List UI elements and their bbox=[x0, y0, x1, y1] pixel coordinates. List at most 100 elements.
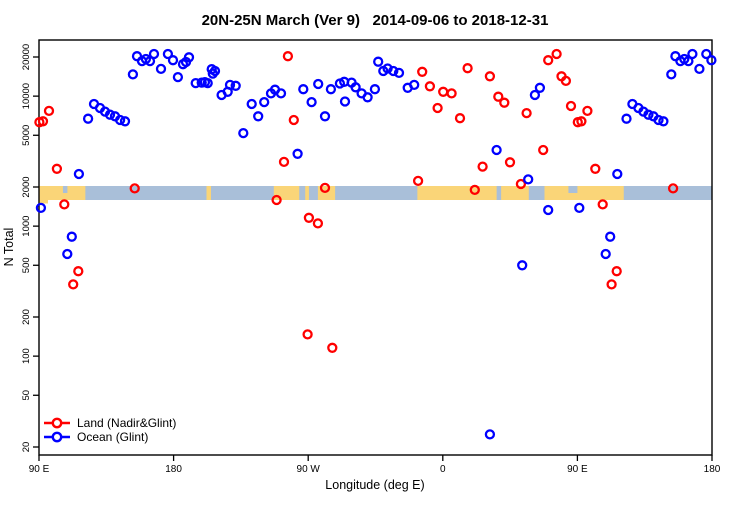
data-point-land bbox=[484, 71, 496, 82]
legend-ocean-marker bbox=[51, 431, 63, 443]
band-land-taper bbox=[39, 200, 48, 204]
data-point-land bbox=[319, 182, 331, 194]
data-point-ocean bbox=[119, 116, 131, 127]
data-point-ocean bbox=[246, 98, 257, 110]
data-point-ocean bbox=[202, 77, 213, 89]
data-point-ocean bbox=[694, 63, 705, 75]
data-point-ocean bbox=[388, 65, 399, 77]
data-point-land bbox=[424, 81, 436, 92]
data-point-ocean bbox=[369, 84, 381, 95]
data-point-land bbox=[278, 156, 290, 168]
data-point-land bbox=[611, 266, 622, 277]
data-point-land bbox=[288, 114, 299, 126]
data-point-land bbox=[59, 199, 70, 210]
legend-land-label: Land (Nadir&Glint) bbox=[77, 416, 176, 430]
data-point-land bbox=[582, 105, 593, 117]
data-point-land bbox=[446, 88, 457, 99]
data-point-ocean bbox=[162, 48, 174, 60]
data-point-ocean bbox=[350, 82, 361, 93]
data-point-ocean bbox=[373, 56, 384, 67]
data-point-ocean bbox=[339, 96, 351, 107]
data-point-ocean bbox=[605, 231, 616, 242]
data-point-ocean bbox=[687, 48, 698, 60]
data-point-ocean bbox=[35, 202, 47, 214]
x-tick-label: 90 W bbox=[297, 464, 321, 475]
data-point-land bbox=[312, 218, 324, 229]
band-land-segment bbox=[39, 186, 86, 200]
data-point-ocean bbox=[666, 69, 677, 80]
data-point-land bbox=[667, 183, 679, 194]
data-point-land bbox=[43, 105, 55, 117]
data-point-land bbox=[499, 97, 510, 108]
data-point-ocean bbox=[209, 65, 221, 77]
data-point-ocean bbox=[62, 248, 73, 260]
legend-ocean-label: Ocean (Glint) bbox=[77, 430, 148, 444]
data-point-ocean bbox=[313, 78, 324, 90]
data-point-ocean bbox=[621, 113, 632, 124]
data-point-ocean bbox=[529, 89, 541, 101]
data-point-ocean bbox=[167, 55, 179, 66]
data-point-land bbox=[438, 86, 449, 97]
data-point-land bbox=[327, 342, 338, 353]
data-point-ocean bbox=[238, 127, 249, 139]
data-point-land bbox=[129, 183, 140, 194]
data-point-ocean bbox=[306, 96, 317, 108]
data-point-ocean bbox=[653, 114, 664, 126]
data-point-land bbox=[560, 75, 572, 87]
data-point-land bbox=[417, 66, 428, 77]
band-land-segment bbox=[501, 186, 529, 200]
data-point-ocean bbox=[484, 429, 496, 440]
y-tick-label: 200 bbox=[21, 309, 32, 325]
data-point-land bbox=[37, 116, 49, 127]
data-point-ocean bbox=[172, 71, 184, 83]
data-point-ocean bbox=[275, 88, 287, 99]
band-land-segment bbox=[417, 186, 497, 200]
y-tick-label: 1000 bbox=[21, 216, 32, 237]
data-point-ocean bbox=[600, 248, 611, 260]
data-point-ocean bbox=[73, 168, 85, 180]
data-point-ocean bbox=[543, 204, 554, 216]
x-tick-label: 180 bbox=[704, 464, 721, 475]
y-tick-label: 20000 bbox=[21, 44, 32, 70]
x-tick-label: 180 bbox=[165, 464, 182, 475]
data-point-ocean bbox=[114, 114, 126, 126]
data-point-land bbox=[432, 102, 443, 114]
legend-land-marker bbox=[51, 417, 63, 429]
band-land-segment bbox=[273, 186, 300, 200]
data-point-ocean bbox=[292, 148, 303, 159]
data-point-land bbox=[504, 157, 516, 168]
data-point-ocean bbox=[104, 109, 116, 120]
band-land-segment bbox=[544, 186, 624, 200]
band-land-segment bbox=[206, 186, 211, 200]
data-point-land bbox=[68, 279, 79, 290]
data-point-ocean bbox=[224, 79, 236, 91]
data-point-ocean bbox=[183, 52, 195, 63]
data-point-ocean bbox=[325, 84, 337, 95]
data-point-ocean bbox=[523, 174, 534, 185]
band-ocean-notch bbox=[62, 186, 68, 193]
y-tick-label: 20 bbox=[21, 442, 32, 453]
y-tick-label: 5000 bbox=[21, 125, 32, 146]
y-tick-label: 100 bbox=[21, 348, 32, 364]
data-point-ocean bbox=[155, 63, 167, 75]
data-point-ocean bbox=[82, 113, 94, 124]
data-point-land bbox=[271, 194, 282, 206]
data-point-ocean bbox=[643, 109, 654, 120]
data-point-ocean bbox=[491, 144, 502, 156]
data-point-land bbox=[303, 212, 315, 223]
data-point-ocean bbox=[658, 116, 669, 127]
data-point-land bbox=[590, 163, 601, 174]
data-point-land bbox=[469, 184, 480, 196]
data-point-land bbox=[282, 51, 294, 62]
data-point-land bbox=[493, 91, 504, 102]
page-title: 20N-25N March (Ver 9) 2014-09-06 to 2018… bbox=[202, 12, 549, 29]
x-tick-label: 0 bbox=[440, 464, 446, 475]
data-point-land bbox=[454, 113, 466, 124]
data-point-ocean bbox=[409, 79, 420, 91]
data-point-ocean bbox=[148, 48, 160, 60]
x-tick-label: 90 E bbox=[567, 464, 588, 475]
plot-border bbox=[38, 39, 713, 456]
band-land-segment bbox=[305, 186, 309, 200]
